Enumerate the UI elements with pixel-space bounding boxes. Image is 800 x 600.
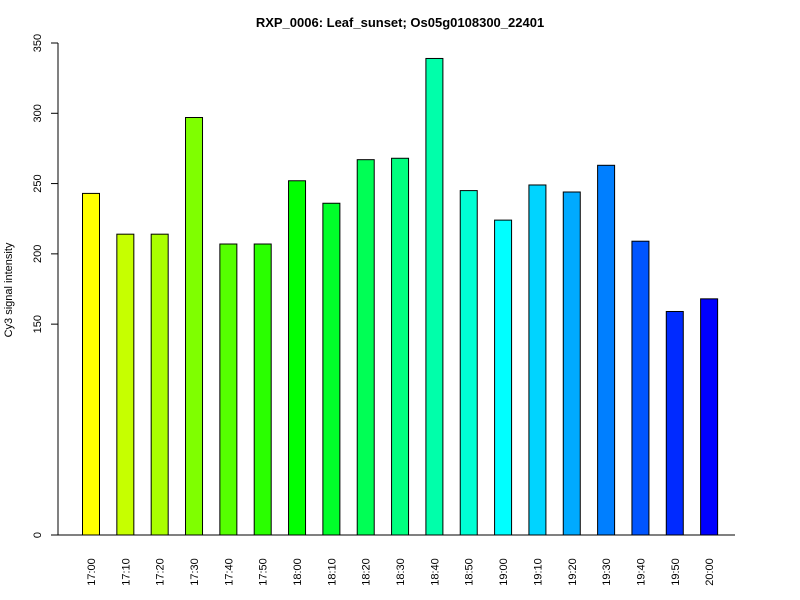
- bar-1800: [288, 180, 307, 536]
- bar-1940: [631, 240, 650, 536]
- x-tick-label: 18:10: [326, 558, 338, 586]
- x-tick-label: 17:40: [223, 558, 235, 586]
- x-tick-labels: 17:00 17:10 17:20 17:30 17:40 17:50 18:00 18:10…: [86, 558, 716, 586]
- y-tick-label: 300: [32, 104, 44, 122]
- x-tick-label: 17:30: [189, 558, 201, 586]
- bar-1900: [494, 219, 513, 536]
- bar-2000: [700, 298, 719, 536]
- bar-1830: [391, 157, 410, 536]
- bars: [82, 57, 719, 536]
- bar-1720: [150, 233, 169, 536]
- x-tick-label: 17:10: [120, 558, 132, 586]
- bar-1700: [82, 192, 100, 536]
- x-tick-label: 19:20: [567, 558, 579, 586]
- y-tick-label: 150: [32, 315, 44, 333]
- y-axis-label: Cy3 signal intensity: [3, 242, 15, 337]
- y-tick-label: 0: [32, 532, 44, 538]
- y-ticks: 0 150 200 250 300 350: [32, 34, 58, 538]
- x-tick-label: 19:30: [601, 558, 613, 586]
- x-tick-label: 19:00: [498, 558, 510, 586]
- x-tick-label: 18:30: [395, 558, 407, 586]
- x-tick-label: 18:20: [361, 558, 373, 586]
- bar-1740: [219, 243, 238, 536]
- x-tick-label: 18:40: [429, 558, 441, 586]
- bar-1930: [597, 164, 616, 536]
- x-tick-label: 19:40: [635, 558, 647, 586]
- bar-1730: [185, 117, 204, 536]
- bar-1820: [356, 159, 375, 536]
- bar-1710: [116, 233, 135, 536]
- x-tick-label: 19:50: [670, 558, 682, 586]
- bar-1850: [459, 190, 478, 536]
- y-tick-label: 200: [32, 245, 44, 263]
- x-tick-label: 18:50: [464, 558, 476, 586]
- y-tick-label: 350: [32, 34, 44, 52]
- x-tick-label: 19:10: [532, 558, 544, 586]
- x-tick-label: 20:00: [704, 558, 716, 586]
- y-tick-label: 250: [32, 174, 44, 192]
- x-tick-label: 17:20: [155, 558, 167, 586]
- bar-1920: [562, 191, 581, 536]
- bar-1750: [253, 243, 272, 536]
- bar-1840: [425, 57, 444, 536]
- bar-1950: [665, 310, 684, 536]
- x-tick-label: 17:00: [86, 558, 98, 586]
- bar-1810: [322, 202, 341, 536]
- x-tick-label: 18:00: [292, 558, 304, 586]
- chart-title: RXP_0006: Leaf_sunset; Os05g0108300_2240…: [256, 15, 544, 30]
- x-tick-label: 17:50: [258, 558, 270, 586]
- bar-1910: [528, 184, 547, 536]
